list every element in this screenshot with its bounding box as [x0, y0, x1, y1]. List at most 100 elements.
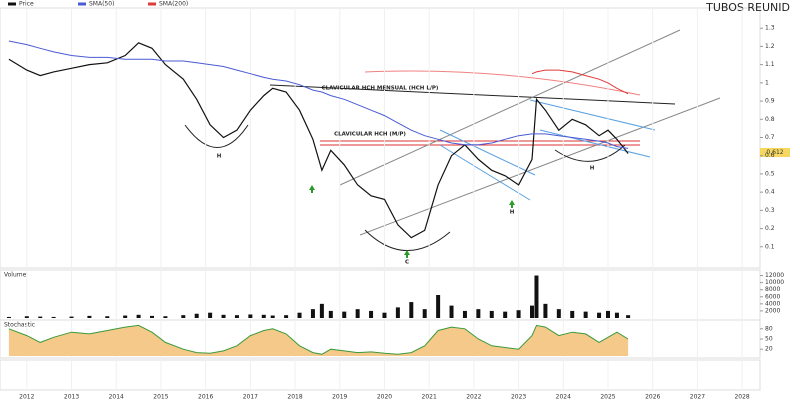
- y-tick-label: 6000: [765, 293, 780, 300]
- y-tick-label: 0.3: [765, 207, 775, 214]
- arrow: [309, 185, 315, 193]
- x-tick-label: 2023: [511, 394, 526, 401]
- price-badge: [760, 148, 790, 157]
- volume-bar: [105, 316, 110, 318]
- x-tick-label: 2021: [422, 394, 437, 401]
- indicator-panel: [0, 359, 761, 391]
- volume-bar: [534, 275, 539, 318]
- channel-blue: [539, 129, 651, 158]
- volume-bar: [123, 315, 128, 318]
- annotation: CLAVICULAR HCH MENSUAL (HCH L/P): [322, 86, 439, 92]
- volume-bar: [234, 315, 239, 318]
- volume-bar: [319, 303, 324, 318]
- legend-label: Price: [19, 1, 34, 8]
- volume-bar: [261, 314, 266, 318]
- annotation: H: [510, 210, 515, 216]
- y-tick-label: 2000: [765, 307, 780, 314]
- oscillator-line: [8, 324, 629, 355]
- chart-title: TUBOS REUNID: [705, 1, 790, 14]
- x-tick-label: 2027: [690, 394, 705, 401]
- volume-bar: [606, 310, 610, 318]
- x-tick-label: 2017: [243, 394, 258, 401]
- x-tick-label: 2026: [645, 394, 660, 401]
- volume-bar: [51, 316, 56, 318]
- y-tick-label: 0.9: [765, 98, 775, 105]
- y-tick-label: 0.6: [765, 152, 775, 159]
- drawings: [184, 29, 721, 251]
- channel-upper: [339, 29, 681, 186]
- volume-bar: [395, 307, 400, 318]
- series-line: [531, 69, 629, 95]
- x-tick-label: 2024: [556, 394, 571, 401]
- volume-bar: [221, 314, 226, 318]
- volume-bar: [422, 309, 427, 318]
- annotation: H: [217, 154, 222, 160]
- legend-label: SMA(50): [89, 1, 114, 8]
- x-tick-label: 2022: [466, 394, 481, 401]
- x-tick-label: 2025: [600, 394, 615, 401]
- volume-bar: [409, 302, 414, 318]
- volume-bar: [556, 309, 561, 318]
- volume-bar: [38, 316, 43, 318]
- y-tick-label: 1.1: [765, 61, 775, 68]
- channel-blue: [439, 144, 531, 201]
- head-arc: [364, 229, 451, 251]
- x-tick-label: 2013: [64, 394, 79, 401]
- volume-bar: [583, 311, 588, 318]
- price-badge-label: 0.612: [766, 149, 783, 156]
- volume-bar: [355, 309, 360, 318]
- volume-bar: [436, 295, 441, 318]
- volume-bar: [136, 314, 141, 318]
- volume-bar: [150, 315, 154, 318]
- arrow: [509, 200, 515, 208]
- volume-bar: [87, 315, 92, 318]
- volume-bar: [163, 316, 168, 318]
- volume-bar: [342, 311, 347, 318]
- volume-bar: [270, 315, 275, 318]
- y-tick-label: 1.2: [765, 43, 775, 50]
- x-tick-label: 2015: [153, 394, 168, 401]
- y-tick-label: 50: [765, 336, 773, 343]
- y-tick-label: 1.3: [765, 25, 775, 32]
- volume-bar: [530, 305, 534, 318]
- y-tick-label: 12000: [765, 272, 784, 279]
- oscillator-area: [8, 325, 629, 356]
- y-tick-label: 8000: [765, 286, 780, 293]
- volume-bar: [543, 303, 548, 318]
- volume-bar: [194, 313, 199, 318]
- volume-bar: [369, 310, 374, 318]
- series-line: [8, 40, 629, 149]
- y-tick-label: 0.4: [765, 189, 775, 196]
- annotation: C: [405, 260, 409, 266]
- series-line: [8, 42, 629, 239]
- x-tick-label: 2020: [377, 394, 392, 401]
- y-tick-label: 10000: [765, 279, 784, 286]
- arrow: [404, 250, 410, 258]
- volume-bar: [462, 310, 467, 318]
- volume-bar: [570, 310, 575, 318]
- y-tick-label: 80: [765, 325, 773, 332]
- y-tick-label: 0.8: [765, 116, 775, 123]
- volume-bar: [181, 315, 186, 318]
- annotation: H: [590, 166, 595, 172]
- volume-bar: [248, 314, 253, 318]
- volume-bar: [382, 312, 387, 318]
- volume-bar: [449, 305, 454, 318]
- shoulder-arc: [184, 124, 249, 148]
- x-tick-label: 2014: [109, 394, 124, 401]
- y-tick-label: 0.5: [765, 170, 775, 177]
- volume-bar: [6, 316, 11, 318]
- arrows: [309, 185, 515, 258]
- volume-bar: [614, 312, 619, 318]
- volume-bar: [597, 312, 602, 318]
- volume-bar: [503, 311, 508, 318]
- volume-bar: [69, 316, 74, 318]
- y-tick-label: 0.2: [765, 225, 775, 232]
- volume-bar: [489, 310, 494, 318]
- volume-bar: [328, 310, 333, 318]
- y-tick-label: 1: [765, 79, 769, 86]
- volume-bar: [297, 312, 302, 318]
- long-average-shadow: [364, 70, 641, 96]
- panel-title: Stochastic: [4, 322, 35, 329]
